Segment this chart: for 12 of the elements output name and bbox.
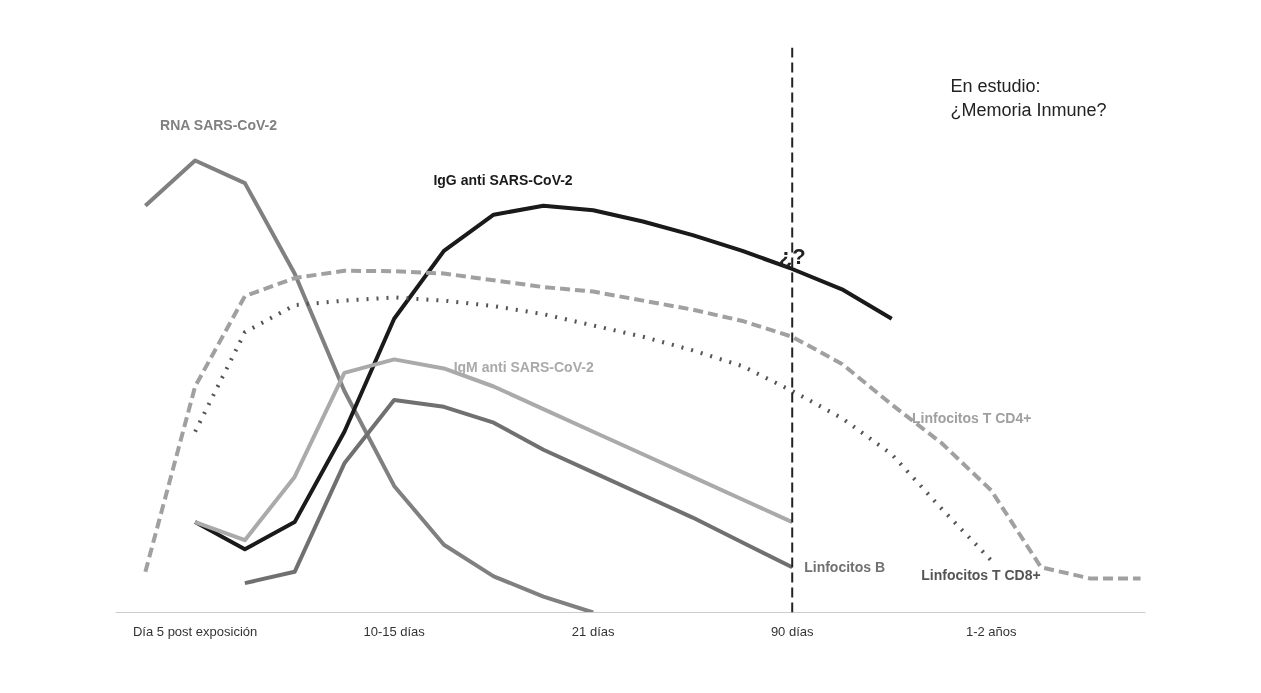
annotation: ¿? (778, 243, 806, 269)
series-label: IgG anti SARS-CoV-2 (433, 171, 573, 188)
series-label: Linfocitos T CD4+ (911, 409, 1032, 426)
text: RNA SARS-CoV-2 (160, 116, 278, 133)
series-label: Linfocitos B (804, 559, 886, 576)
x-tick-label: 21 días (571, 623, 615, 639)
x-tick-label: 1-2 años (965, 623, 1018, 639)
x-tick-label: 90 días (770, 623, 815, 639)
x-tick-label: 10-15 días (363, 623, 426, 639)
series-label: Linfocitos T CD8+ (921, 566, 1041, 583)
text: En estudio: ¿Memoria Inmune? (950, 75, 1107, 120)
x-tick-label: Día 5 post exposición (132, 623, 258, 639)
